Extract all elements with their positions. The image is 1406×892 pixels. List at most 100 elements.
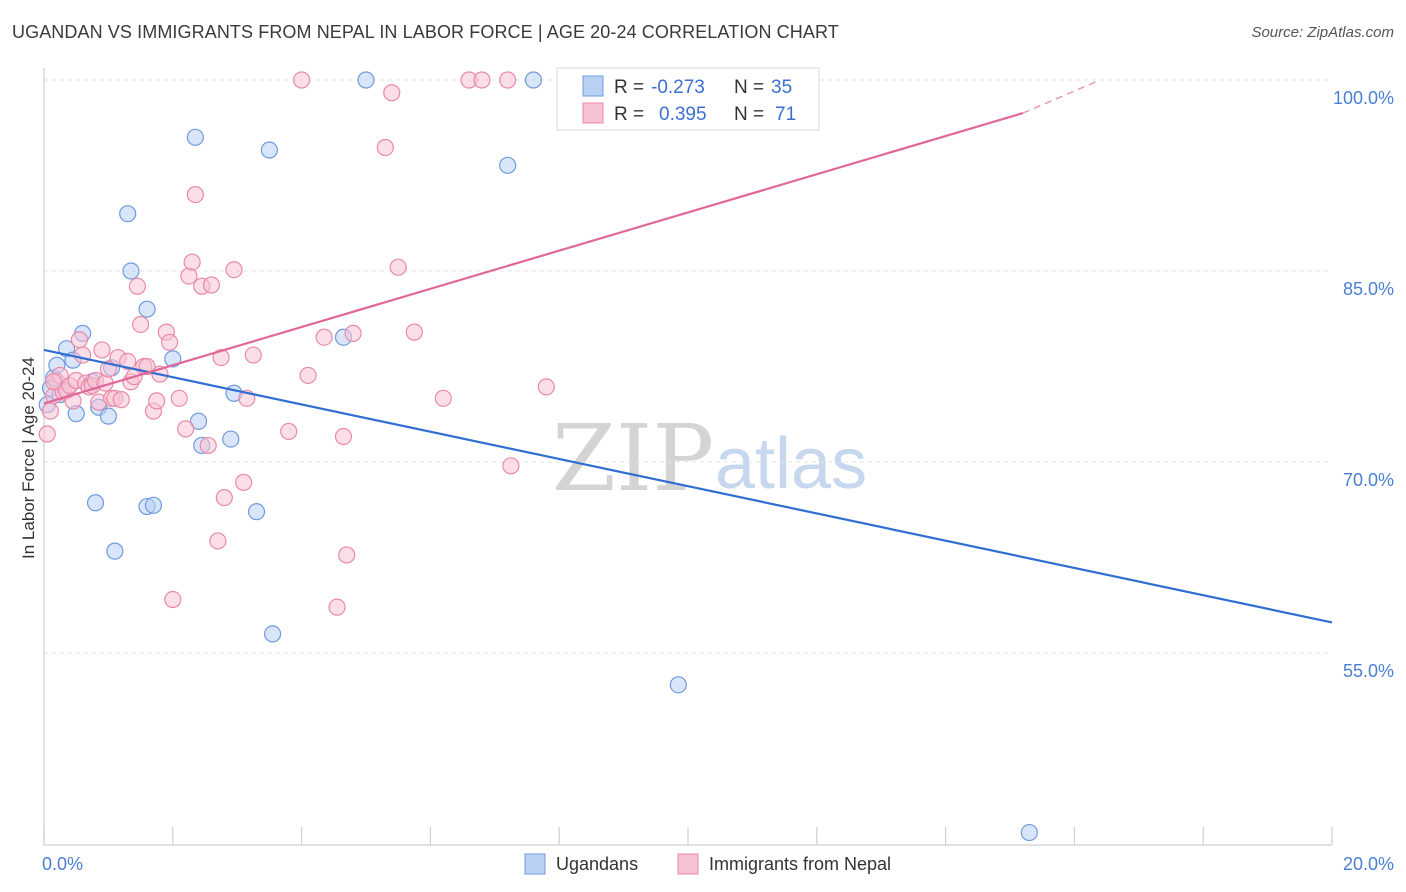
y-axis-tick-labels: 100.0% 85.0% 70.0% 55.0% — [1333, 88, 1394, 681]
legend-n-value-nepal: 71 — [775, 104, 796, 125]
y-tick-label: 70.0% — [1343, 470, 1394, 490]
correlation-legend: R = -0.273 N = 35 R = 0.395 N = 71 — [556, 67, 820, 131]
point-ugandans — [119, 205, 137, 223]
point-ugandans — [144, 496, 163, 514]
point-nepal — [170, 389, 188, 407]
legend-r-label-1: R = — [614, 77, 644, 98]
point-nepal — [177, 420, 195, 438]
trend-line-nepal — [43, 112, 1024, 405]
trend-line-nepal-extension — [1022, 79, 1101, 114]
point-nepal — [45, 373, 63, 391]
point-ugandans — [669, 676, 687, 694]
chart-source: Source: ZipAtlas.com — [1251, 24, 1394, 41]
point-nepal — [38, 425, 56, 443]
point-nepal — [502, 457, 520, 475]
point-ugandans — [524, 71, 543, 89]
point-ugandans — [260, 141, 278, 159]
point-nepal — [183, 253, 201, 271]
point-ugandans — [357, 71, 375, 89]
point-nepal — [225, 261, 243, 279]
point-nepal — [199, 436, 217, 455]
point-ugandans — [106, 542, 124, 560]
point-nepal — [132, 315, 150, 334]
point-nepal — [344, 324, 362, 342]
data-points — [38, 71, 1038, 842]
point-nepal — [74, 346, 92, 364]
point-nepal — [93, 341, 111, 359]
watermark-atlas: atlas — [715, 424, 867, 504]
point-nepal — [41, 402, 60, 420]
point-nepal — [280, 422, 298, 441]
chart-title: UGANDAN VS IMMIGRANTS FROM NEPAL IN LABO… — [12, 22, 839, 42]
x-tick-label: 20.0% — [1343, 854, 1394, 874]
point-nepal — [376, 138, 394, 157]
point-nepal — [128, 277, 146, 295]
point-nepal — [334, 427, 353, 446]
trend-lines — [43, 79, 1333, 624]
y-tick-label: 100.0% — [1333, 88, 1394, 108]
legend-n-value-ugandans: 35 — [771, 77, 792, 98]
point-ugandans — [122, 262, 140, 280]
point-nepal — [293, 71, 311, 89]
series-legend: Ugandans Immigrants from Nepal — [524, 853, 891, 875]
point-nepal — [148, 392, 166, 410]
point-ugandans — [499, 156, 517, 174]
point-nepal — [328, 598, 346, 616]
legend-swatch-ugandans — [582, 75, 604, 97]
point-nepal — [473, 71, 491, 89]
x-axis-ticks — [43, 827, 1333, 845]
watermark: ZIP atlas — [552, 405, 867, 512]
point-nepal — [499, 71, 517, 89]
y-axis-title: In Labor Force | Age 20-24 — [19, 357, 38, 559]
y-tick-label: 55.0% — [1343, 661, 1394, 681]
point-ugandans — [1020, 823, 1038, 842]
point-nepal — [186, 186, 204, 204]
bottom-legend-label-ugandans: Ugandans — [556, 854, 638, 874]
bottom-legend-swatch-ugandans — [524, 853, 546, 875]
legend-swatch-nepal — [582, 102, 604, 124]
watermark-zip: ZIP — [552, 405, 714, 512]
legend-r-value-ugandans: -0.273 — [651, 77, 705, 98]
legend-r-value-nepal: 0.395 — [659, 104, 707, 125]
point-nepal — [383, 84, 401, 102]
point-nepal — [235, 473, 253, 491]
point-nepal — [119, 352, 137, 371]
point-nepal — [212, 348, 230, 367]
point-nepal — [434, 389, 452, 407]
point-nepal — [164, 590, 182, 609]
bottom-legend-label-nepal: Immigrants from Nepal — [709, 854, 891, 874]
point-ugandans — [189, 412, 208, 430]
point-nepal — [209, 532, 227, 550]
point-ugandans — [247, 503, 266, 521]
point-nepal — [315, 328, 333, 346]
point-ugandans — [86, 494, 105, 512]
point-ugandans — [138, 300, 156, 318]
point-nepal — [160, 333, 179, 351]
point-nepal — [202, 276, 221, 294]
point-nepal — [299, 366, 317, 385]
legend-r-label-2: R = — [614, 104, 644, 125]
grid-lines — [44, 79, 1332, 654]
point-nepal — [244, 346, 262, 364]
point-nepal — [405, 323, 423, 341]
point-nepal — [180, 267, 198, 285]
point-nepal — [215, 489, 233, 507]
point-ugandans — [222, 430, 240, 448]
x-tick-label: 0.0% — [42, 854, 83, 874]
point-nepal — [389, 258, 407, 276]
point-nepal — [338, 546, 356, 564]
point-ugandans — [99, 407, 118, 425]
point-nepal — [70, 331, 89, 349]
trend-line-ugandans — [43, 348, 1333, 624]
point-ugandans — [186, 128, 204, 146]
point-nepal — [112, 391, 130, 409]
x-axis-tick-labels: 0.0% 20.0% — [42, 854, 1394, 874]
bottom-legend-swatch-nepal — [677, 853, 699, 875]
point-nepal — [537, 378, 555, 396]
point-ugandans — [264, 625, 282, 643]
legend-n-label-1: N = — [734, 77, 764, 98]
legend-n-label-2: N = — [734, 104, 764, 125]
point-ugandans — [164, 350, 182, 368]
y-tick-label: 85.0% — [1343, 279, 1394, 299]
